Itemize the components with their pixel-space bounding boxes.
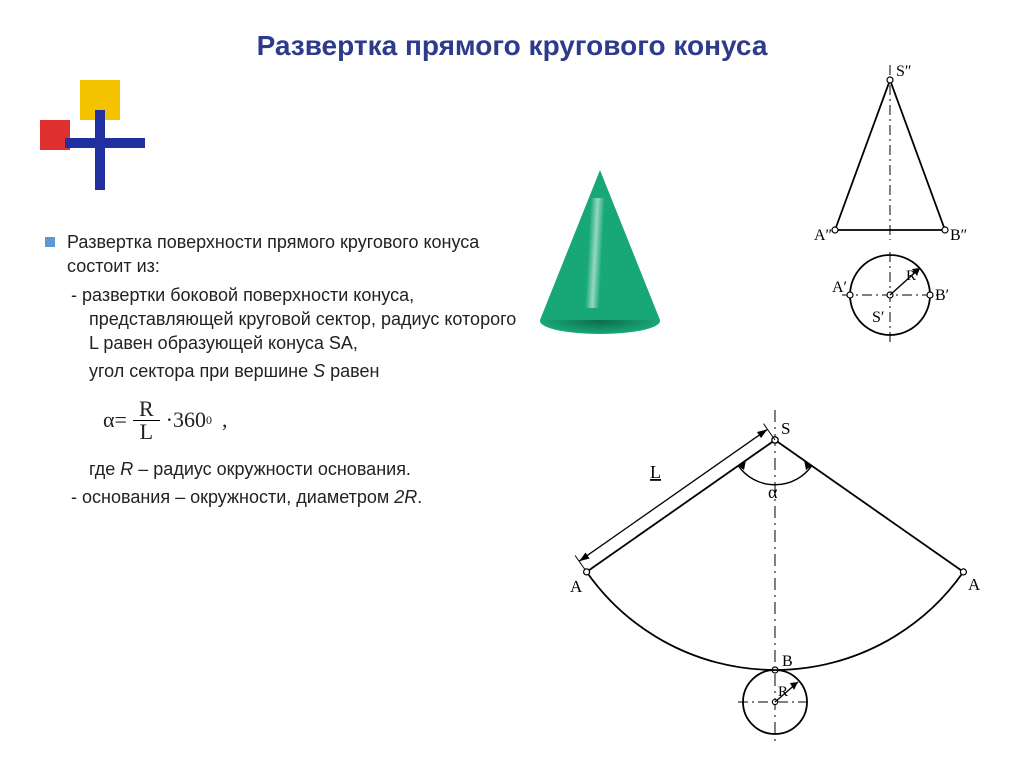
formula-fraction: R L — [133, 398, 160, 443]
label-A1: A′ — [832, 279, 847, 296]
label-S1: S′ — [872, 309, 884, 326]
bullet-marker-icon — [45, 237, 55, 247]
sub-item-1: - развертки боковой поверхности конуса, … — [45, 283, 525, 356]
formula-eq: = — [115, 405, 127, 435]
formula-denominator: L — [134, 421, 159, 443]
cone-3d-illustration — [540, 170, 660, 340]
sub-item-4: - основания – окружности, диаметром 2R. — [45, 485, 525, 509]
sub-item-2: угол сектора при вершине S равен — [45, 359, 525, 383]
label-A2: A″ — [814, 227, 832, 244]
page-title: Развертка прямого кругового конуса — [0, 30, 1024, 62]
decor-blue-horizontal — [65, 138, 145, 148]
decor-blue-vertical — [95, 110, 105, 190]
sub3-pre: где — [89, 459, 120, 479]
angle-formula: α = R L · 3600 , — [103, 398, 525, 443]
var-S: S — [313, 361, 325, 381]
label-R-base: R — [778, 684, 788, 700]
body-text: Развертка поверхности прямого кругового … — [45, 230, 525, 513]
sub4-post: . — [417, 487, 422, 507]
label-alpha: α — [768, 482, 778, 502]
sub4-pre: - основания – окружности, диаметром — [71, 487, 394, 507]
label-B2: B″ — [950, 227, 967, 244]
sub2-post: равен — [325, 361, 379, 381]
bullet-item: Развертка поверхности прямого кругового … — [45, 230, 525, 279]
label-A-right: A — [968, 575, 981, 594]
label-B: B — [782, 653, 793, 670]
formula-360: 360 — [173, 405, 206, 435]
formula-deg: 0 — [206, 412, 212, 428]
sub-item-3: где R – радиус окружности основания. — [45, 457, 525, 481]
bullet-text: Развертка поверхности прямого кругового … — [67, 230, 525, 279]
formula-numerator: R — [133, 398, 160, 421]
label-L: L — [650, 462, 661, 482]
formula-alpha: α — [103, 405, 115, 435]
formula-comma: , — [222, 405, 228, 435]
label-S: S — [781, 419, 790, 438]
formula-dot: · — [166, 405, 173, 435]
orthographic-views: S″ A″ B″ R A′ B′ S′ — [790, 60, 990, 360]
label-B1: B′ — [935, 287, 949, 304]
label-S2: S″ — [896, 63, 912, 80]
development-diagram: α S L A A B R — [560, 400, 990, 760]
sub3-post: – радиус окружности основания. — [133, 459, 411, 479]
sub2-pre: угол сектора при вершине — [89, 361, 313, 381]
label-A-left: A — [570, 577, 583, 596]
var-2R: 2R — [394, 487, 417, 507]
corner-decor — [40, 80, 160, 200]
var-R: R — [120, 459, 133, 479]
label-R-top: R — [906, 268, 916, 284]
